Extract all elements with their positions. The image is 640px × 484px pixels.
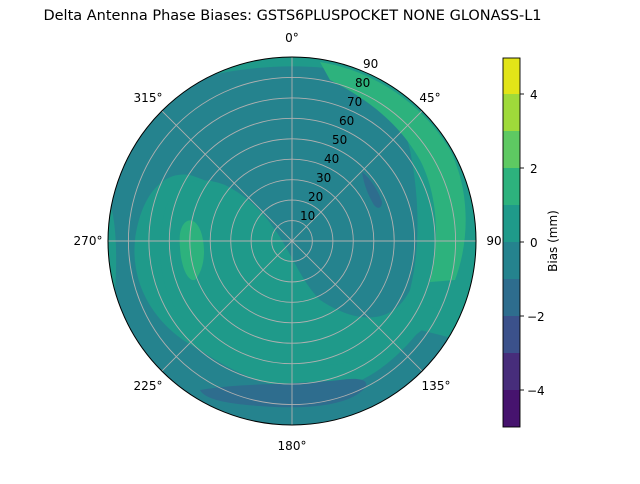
theta-135: 135° — [422, 379, 451, 393]
svg-text:40: 40 — [324, 152, 339, 166]
r-tick-labels: 10 20 30 40 50 60 70 80 90 — [300, 57, 378, 223]
colorbar-label: Bias (mm) — [546, 210, 560, 272]
theta-270: 270° — [74, 234, 103, 248]
polar-frame — [107, 56, 477, 426]
theta-315: 315° — [134, 91, 163, 105]
chart-title: Delta Antenna Phase Biases: GSTS6PLUSPOC… — [43, 8, 542, 24]
svg-text:4: 4 — [530, 88, 538, 102]
colorbar-ticks: 4 2 0 −2 −4 — [527, 88, 545, 398]
theta-90: 90 — [486, 234, 501, 248]
colorbar: 4 2 0 −2 −4 — [502, 57, 545, 428]
angular-grid — [108, 57, 476, 425]
svg-text:10: 10 — [300, 209, 315, 223]
theta-45: 45° — [419, 91, 440, 105]
svg-text:2: 2 — [530, 162, 538, 176]
theta-0: 0° — [285, 31, 299, 45]
svg-text:30: 30 — [316, 171, 331, 185]
svg-text:−4: −4 — [527, 384, 545, 398]
svg-text:50: 50 — [332, 133, 347, 147]
svg-text:20: 20 — [308, 190, 323, 204]
svg-text:−2: −2 — [527, 310, 545, 324]
svg-text:90: 90 — [363, 57, 378, 71]
theta-225: 225° — [134, 379, 163, 393]
svg-text:80: 80 — [355, 76, 370, 90]
svg-text:0: 0 — [530, 236, 538, 250]
svg-text:60: 60 — [339, 114, 354, 128]
theta-180: 180° — [278, 439, 307, 453]
svg-text:70: 70 — [347, 95, 362, 109]
theta-tick-labels: 0° 45° 90 135° 180° 225° 270° 315° — [74, 31, 502, 453]
